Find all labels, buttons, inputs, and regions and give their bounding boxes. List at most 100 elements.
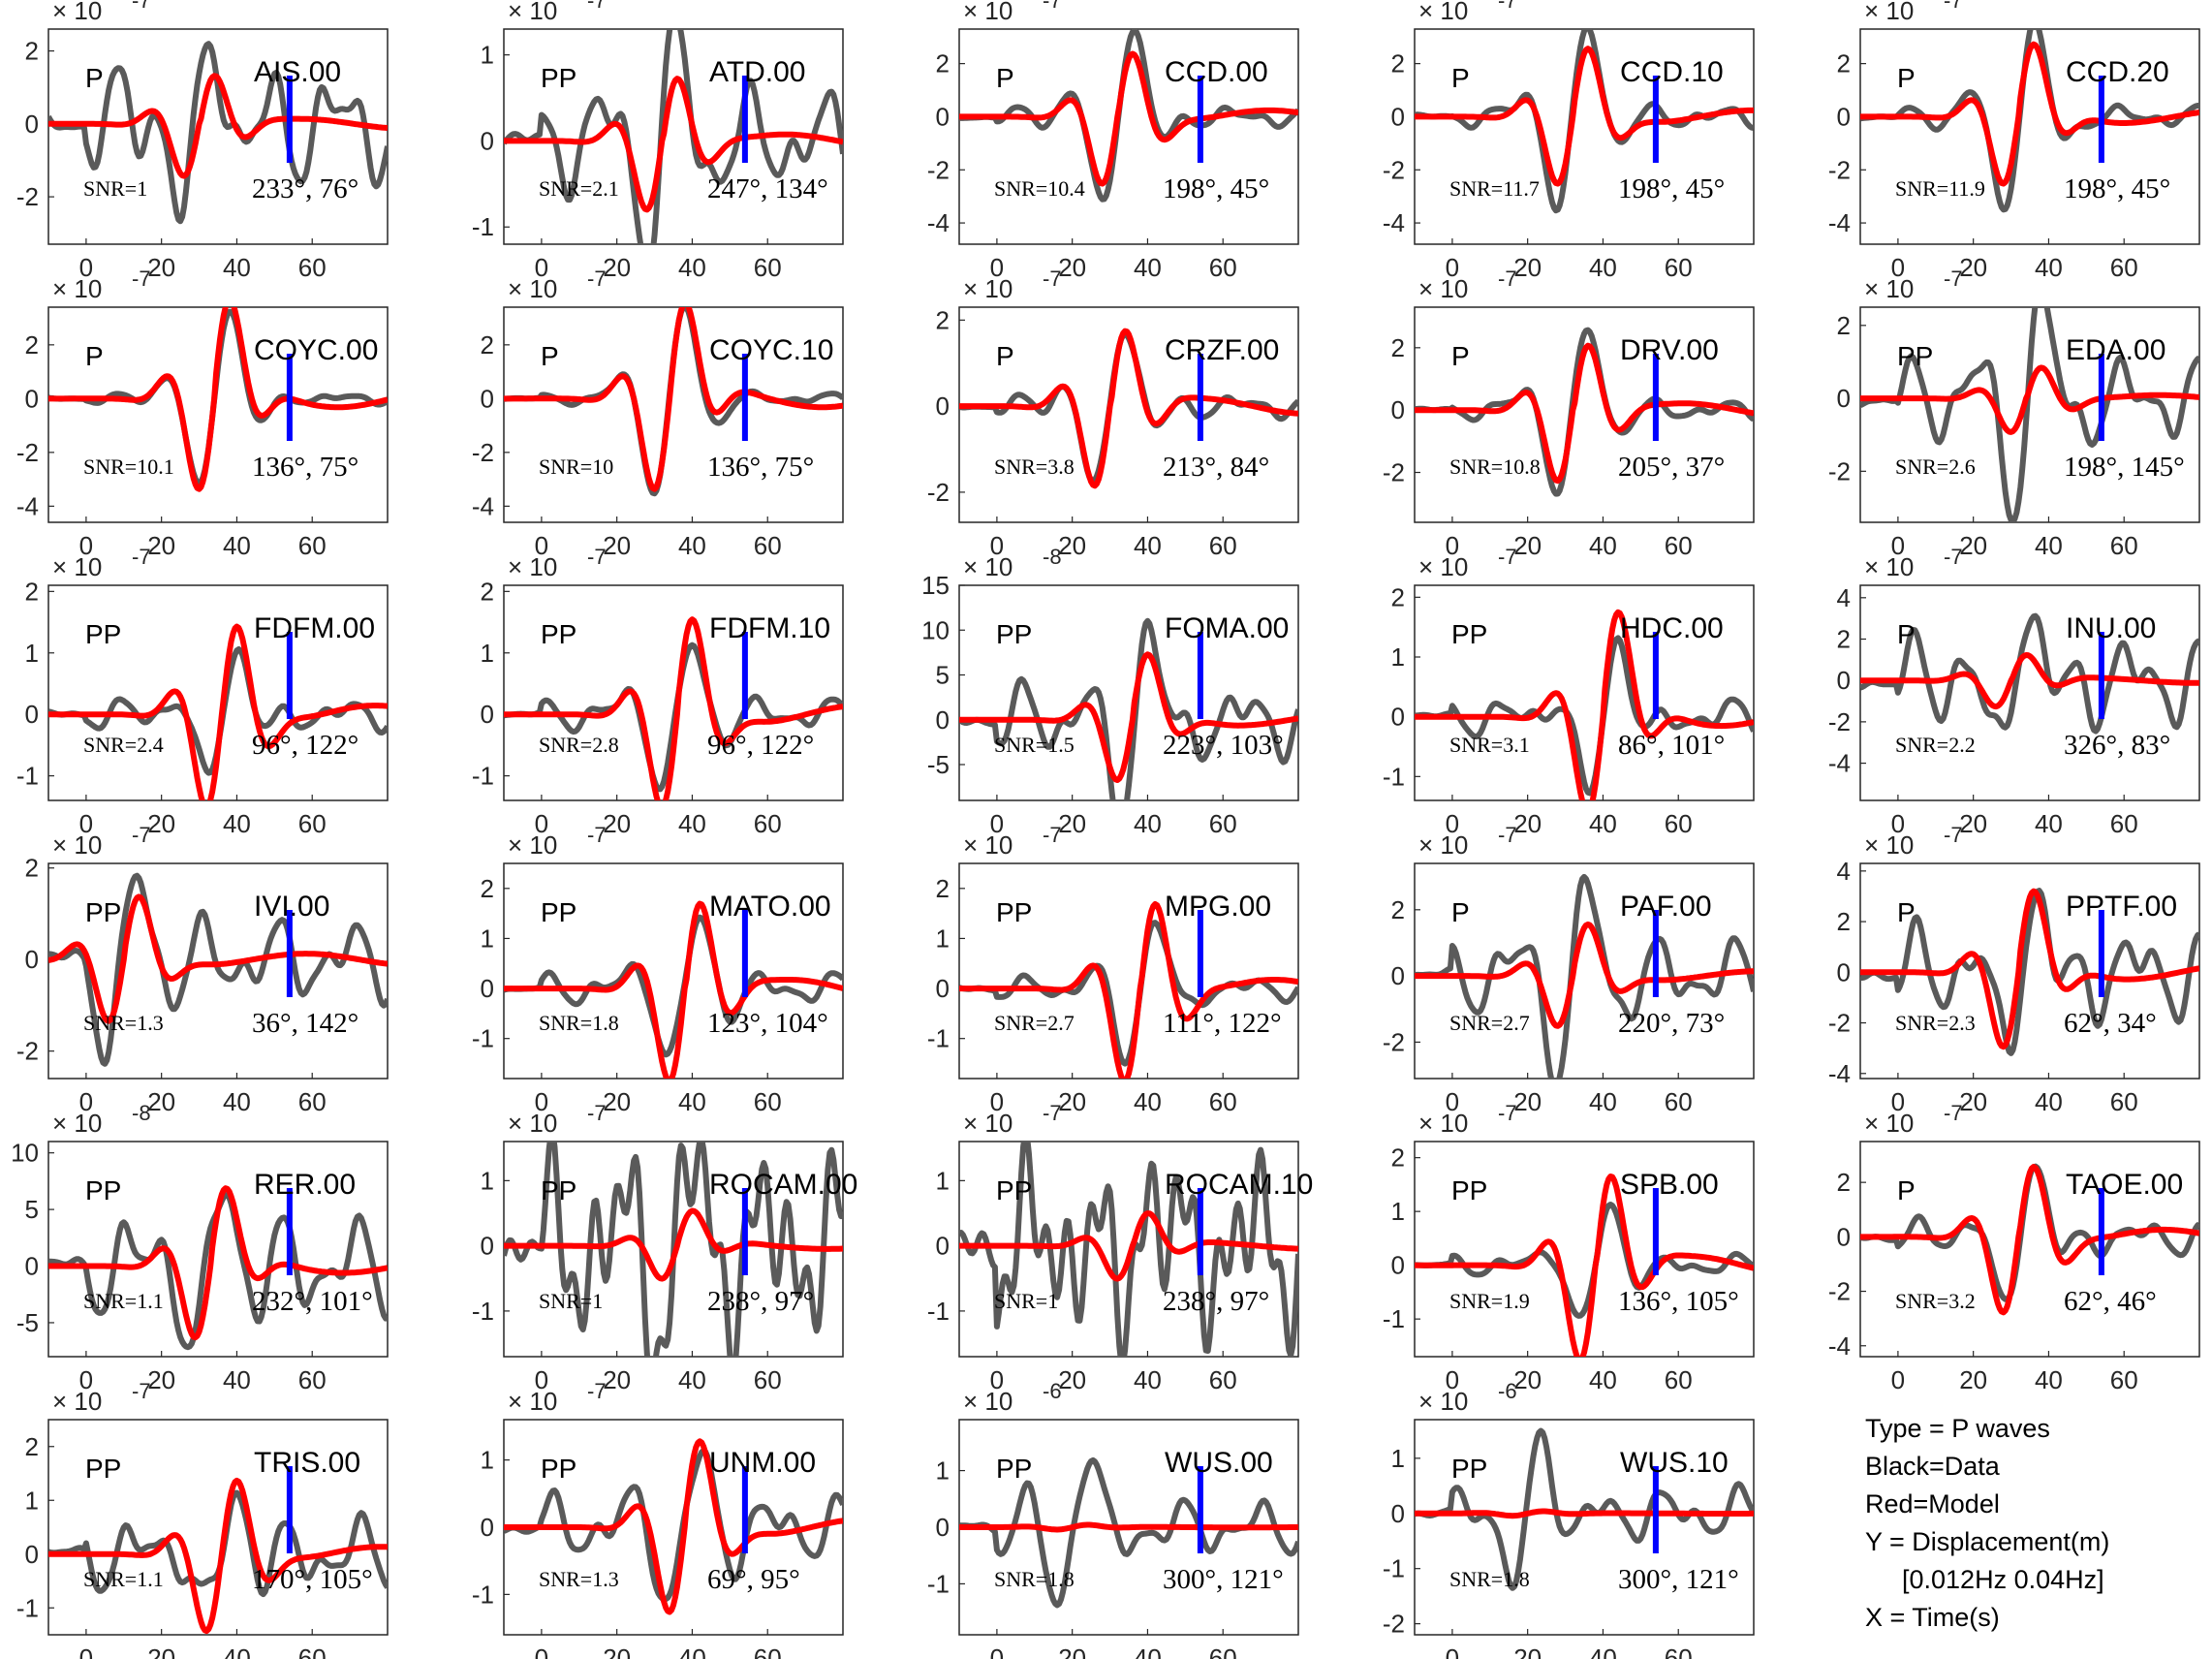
y-tick-label: 2 [936,49,950,78]
model-trace [1415,46,1754,187]
x-tick-label: 0 [1446,809,1459,838]
x-tick-label: 60 [1209,1087,1237,1116]
model-trace [1860,364,2199,435]
x-tick-label: 20 [1959,531,1987,560]
phase-label: PP [1451,1454,1487,1484]
model-trace [959,50,1298,187]
x-tick-label: 0 [990,1087,1004,1116]
data-trace [1860,612,2199,735]
legend-x: X = Time(s) [1865,1603,2000,1632]
y-tick-label: 5 [936,661,950,690]
x-tick-label: 0 [79,1643,93,1659]
snr-label: SNR=1.1 [83,1567,164,1591]
panel-rocam-00: 0 20 40 60 -1 0 1 × 10 -7 ROCAM.00 PP SNR=1 238°, 97… [472,1101,858,1394]
angles-label: 123°, 104° [707,1008,828,1039]
axes-box [1859,1141,2200,1358]
y-tick-label: 2 [936,305,950,334]
y-exponent: -7 [132,545,151,569]
y-tick-label: -1 [472,762,494,791]
phase-label: PP [541,1175,576,1205]
station-label: PAF.00 [1620,891,1712,923]
snr-label: SNR=2.3 [1895,1011,1976,1035]
y-exponent: -7 [132,0,151,13]
x-tick-label: 0 [990,531,1004,560]
y-multiplier: × 10 [1418,0,1468,25]
y-tick-label: 0 [1837,384,1851,413]
snr-label: SNR=11.7 [1449,176,1540,201]
x-tick-label: 0 [990,1365,1004,1394]
y-tick-label: 0 [25,110,39,139]
y-tick-label: -2 [927,155,950,184]
y-tick-label: 10 [11,1139,39,1168]
station-label: CCD.00 [1165,56,1268,88]
x-tick-label: 40 [1589,1365,1617,1394]
x-tick-label: 60 [754,531,782,560]
y-tick-label: 0 [481,700,494,729]
y-tick-label: -1 [1383,1304,1405,1333]
model-trace [504,1438,843,1615]
model-trace [504,616,843,800]
snr-label: SNR=1.8 [539,1011,619,1035]
x-tick-label: 0 [79,1087,93,1116]
y-tick-label: 10 [921,615,950,644]
phase-label: PP [85,1454,121,1484]
x-tick-label: 0 [1891,1365,1905,1394]
angles-label: 136°, 105° [1618,1286,1739,1317]
y-multiplier: × 10 [963,0,1013,25]
model-trace [1415,921,1754,1029]
y-multiplier: × 10 [508,1109,557,1138]
x-tick-label: 20 [147,809,175,838]
x-tick-label: 0 [1891,253,1905,282]
panel-spb-00: 0 20 40 60 -1 0 1 2 × 10 -7 SPB.00 PP SNR=1.9 136°, 1… [1383,1101,1755,1394]
y-exponent: -7 [1043,823,1062,847]
snr-label: SNR=1 [994,1289,1058,1313]
phase-label: PP [1897,341,1933,371]
snr-label: SNR=1.5 [994,733,1075,757]
station-label: FOMA.00 [1165,612,1289,644]
axes-box [1414,1419,1755,1636]
snr-label: SNR=3.2 [1895,1289,1976,1313]
y-tick-label: -2 [1383,155,1405,184]
station-label: HDC.00 [1620,612,1724,644]
panel-fdfm-00: 0 20 40 60 -1 0 1 2 × 10 -7 FDFM.00 PP SNR=2.4 96°, 1… [16,545,389,838]
x-tick-label: 60 [1665,1643,1693,1659]
y-tick-label: 2 [25,577,39,606]
model-trace [48,893,388,1024]
phase-label: PP [996,1175,1032,1205]
panel-unm-00: 0 20 40 60 -1 0 1 × 10 -7 UNM.00 PP SNR=1.3 69°, 95° [472,1379,844,1659]
x-tick-label: 0 [1446,531,1459,560]
y-tick-label: -2 [16,1037,39,1066]
station-label: CCD.20 [2066,56,2169,88]
station-label: UNM.00 [709,1447,816,1479]
y-tick-label: 0 [936,391,950,421]
panel-ccd-10: 0 20 40 60 -4 -2 0 2 × 10 -7 CCD.10 P SNR=11.7 198°, … [1383,0,1755,282]
panel-rer-00: 0 20 40 60 -5 0 5 10 × 10 -8 RER.00 PP SNR=1.1 232°, … [11,1101,389,1394]
y-tick-label: 0 [1837,957,1851,986]
model-trace [48,1477,388,1635]
phase-label: PP [1451,1175,1487,1205]
station-label: ROCAM.10 [1165,1169,1313,1201]
y-tick-label: 1 [936,1456,950,1486]
x-tick-label: 20 [1058,253,1086,282]
y-tick-label: 1 [481,1446,494,1475]
angles-label: 205°, 37° [1618,452,1725,483]
x-tick-label: 20 [1959,1087,1987,1116]
model-trace [1860,1164,2199,1316]
y-multiplier: × 10 [52,1109,102,1138]
x-tick-label: 40 [678,253,706,282]
station-label: PPTF.00 [2066,891,2177,923]
y-tick-label: 1 [936,923,950,953]
panel-fdfm-10: 0 20 40 60 -1 0 1 2 × 10 -7 FDFM.10 PP SNR=2.8 96°, 1… [472,545,844,838]
y-tick-label: 0 [25,700,39,729]
y-multiplier: × 10 [963,1387,1013,1416]
y-multiplier: × 10 [52,274,102,303]
y-exponent: -8 [1043,545,1062,569]
data-trace [1415,1202,1754,1319]
x-tick-label: 40 [2035,253,2063,282]
x-tick-label: 40 [2035,531,2063,560]
phase-label: P [85,341,104,371]
x-tick-label: 60 [2110,531,2138,560]
model-trace [504,1207,843,1282]
y-tick-label: 0 [1837,1222,1851,1251]
y-multiplier: × 10 [52,1387,102,1416]
